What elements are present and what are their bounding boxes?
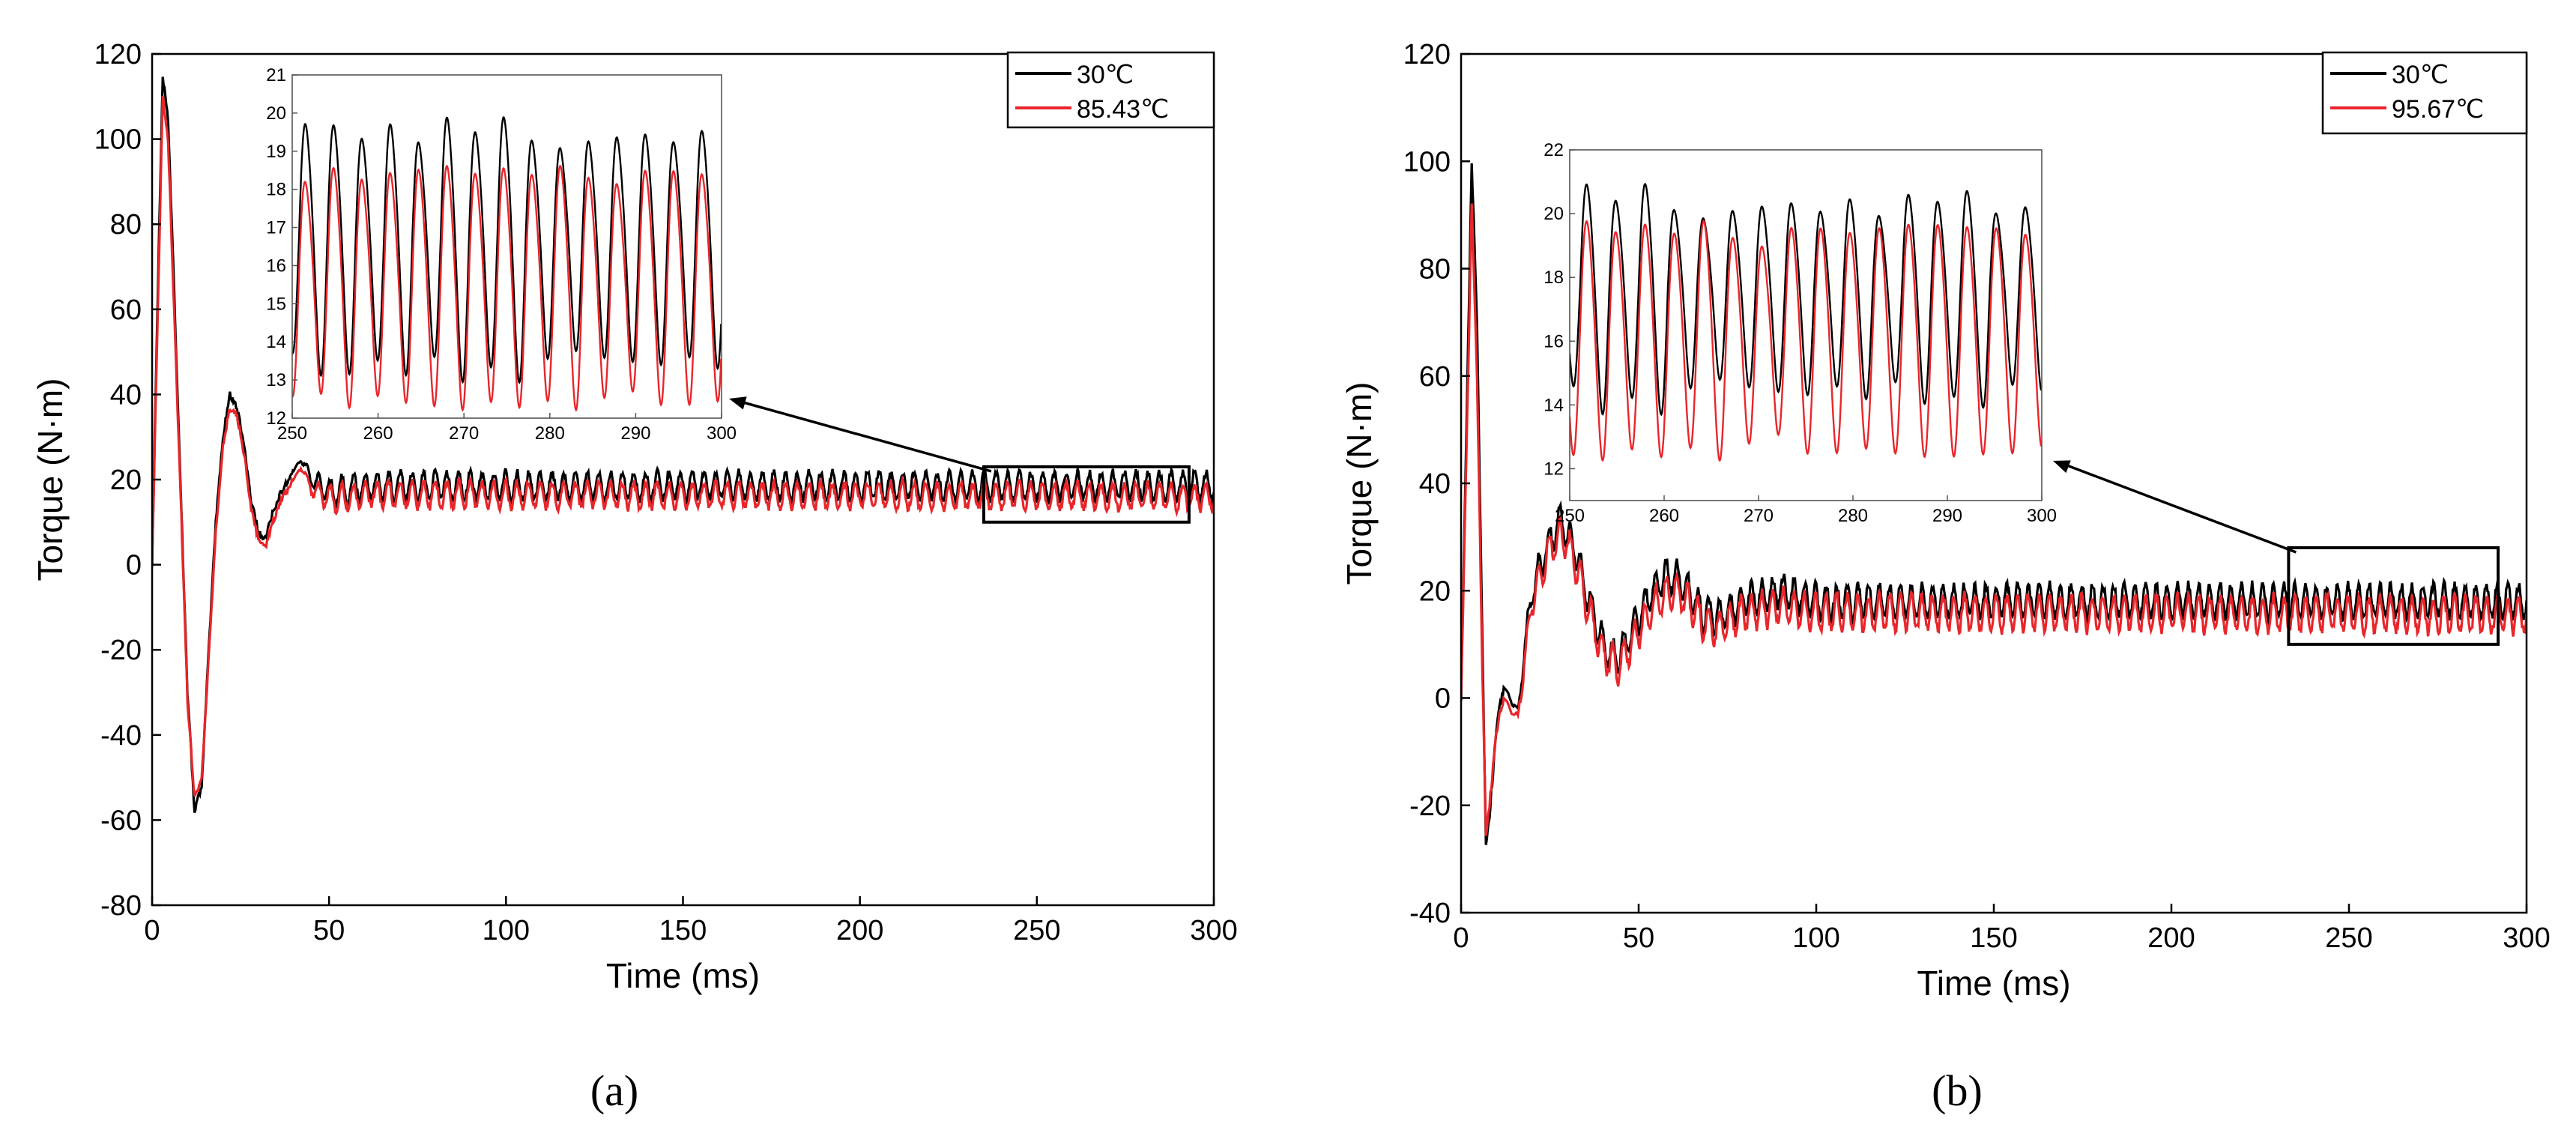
zoom-region-box xyxy=(982,465,1191,524)
legend-box xyxy=(2321,51,2528,135)
zoom-region-box xyxy=(2287,546,2500,646)
x-tick-label: 0 xyxy=(1453,922,1469,954)
legend-label: 30℃ xyxy=(2392,61,2449,89)
inset-y-tick-label: 13 xyxy=(266,370,286,390)
x-tick-label: 200 xyxy=(836,915,883,946)
chart-panel-a: 0 50 100 150 200 250 300 -80 -60 -40 -20 0 20 40 60 80 1… xyxy=(31,39,1238,1115)
chart-panel-b: 0 50 100 150 200 250 300 -40 -20 0 20 40 60 80 100 120 T… xyxy=(1340,39,2551,1115)
y-tick-label: 80 xyxy=(1419,254,1451,285)
legend-label: 85.43℃ xyxy=(1077,95,1169,124)
inset-y-tick-label: 15 xyxy=(266,294,286,314)
inset-x-tick-label: 260 xyxy=(1649,506,1679,526)
y-tick-label: 60 xyxy=(110,294,142,326)
y-tick-label: -20 xyxy=(1409,791,1451,822)
zoom-arrow-head xyxy=(2053,460,2071,474)
x-tick-label: 250 xyxy=(2325,922,2372,954)
inset-x-tick-label: 270 xyxy=(1744,506,1774,526)
series-line-red xyxy=(1461,203,2527,836)
inset-x-tick-label: 300 xyxy=(707,423,737,444)
y-tick-label: 20 xyxy=(110,465,142,496)
y-axis-label: Torque (N·m) xyxy=(1340,382,1379,585)
y-tick-label: 100 xyxy=(1403,146,1451,178)
y-tick-label: -40 xyxy=(1409,898,1451,929)
inset-x-tick-label: 250 xyxy=(277,423,307,444)
inset-y-tick-label: 22 xyxy=(1544,140,1564,160)
y-tick-label: 40 xyxy=(1419,468,1451,500)
inset-y-tick-label: 20 xyxy=(1544,204,1564,224)
inset-series-line-black xyxy=(292,116,722,384)
y-tick-label: 120 xyxy=(1403,39,1451,70)
inset-y-tick-label: 12 xyxy=(1544,459,1564,479)
x-axis-label: Time (ms) xyxy=(606,956,760,995)
zoom-arrow-head xyxy=(729,396,747,410)
y-tick-label: 100 xyxy=(94,124,142,156)
inset-y-tick-label: 20 xyxy=(266,103,286,124)
legend-label: 95.67℃ xyxy=(2392,95,2484,124)
inset-y-tick-label: 18 xyxy=(1544,268,1564,288)
inset-x-tick-label: 250 xyxy=(1555,506,1585,526)
inset-x-tick-label: 290 xyxy=(620,423,650,444)
inset-y-tick-label: 19 xyxy=(266,142,286,162)
inset-y-tick-label: 16 xyxy=(266,256,286,276)
inset-frame xyxy=(291,74,722,419)
inset-y-tick-label: 14 xyxy=(1544,395,1564,415)
x-tick-label: 250 xyxy=(1013,915,1060,946)
inset-x-tick-label: 270 xyxy=(449,423,479,444)
panel-label: (a) xyxy=(590,1066,638,1115)
x-tick-label: 200 xyxy=(2147,922,2195,954)
inset-series-line-red xyxy=(1570,220,2042,462)
y-tick-label: -20 xyxy=(100,635,142,666)
inset-x-tick-label: 290 xyxy=(1932,506,1962,526)
y-tick-label: -80 xyxy=(100,890,142,922)
inset-frame xyxy=(1569,149,2043,501)
x-tick-label: 300 xyxy=(1190,915,1237,946)
y-tick-label: 120 xyxy=(94,39,142,70)
inset-y-tick-label: 12 xyxy=(266,408,286,429)
zoom-arrow-line xyxy=(2058,461,2297,554)
y-tick-label: -40 xyxy=(100,720,142,752)
y-tick-label: 60 xyxy=(1419,361,1451,393)
y-tick-label: 40 xyxy=(110,379,142,411)
x-tick-label: 0 xyxy=(144,915,160,946)
inset-x-tick-label: 260 xyxy=(363,423,393,444)
y-tick-label: -60 xyxy=(100,805,142,836)
y-axis-label: Torque (N·m) xyxy=(31,378,70,581)
inset-y-tick-label: 17 xyxy=(266,218,286,238)
y-tick-label: 80 xyxy=(110,209,142,241)
y-tick-label: 0 xyxy=(1435,683,1451,715)
x-axis-label: Time (ms) xyxy=(1917,964,2070,1003)
inset-x-tick-label: 280 xyxy=(1838,506,1868,526)
zoom-arrow-line xyxy=(734,399,992,473)
inset-series-line-red xyxy=(292,164,722,412)
y-tick-label: 0 xyxy=(126,550,142,581)
x-tick-label: 100 xyxy=(1792,922,1839,954)
series-line-black xyxy=(152,76,1214,813)
legend-box xyxy=(1006,51,1215,129)
inset-y-tick-label: 18 xyxy=(266,180,286,200)
x-tick-label: 100 xyxy=(483,915,530,946)
panel-label: (b) xyxy=(1932,1066,1983,1115)
x-tick-label: 50 xyxy=(1623,922,1654,954)
inset-y-tick-label: 21 xyxy=(266,65,286,85)
inset-x-tick-label: 280 xyxy=(535,423,565,444)
x-tick-label: 150 xyxy=(1970,922,2017,954)
inset-x-tick-label: 300 xyxy=(2027,506,2057,526)
series-line-red xyxy=(152,95,1214,797)
x-tick-label: 300 xyxy=(2503,922,2550,954)
inset-chart: 250 260 270 280 290 300 12 14 16 18 20 22 xyxy=(1544,140,2057,526)
inset-series-line-black xyxy=(1570,183,2042,417)
y-tick-label: 20 xyxy=(1419,575,1451,607)
inset-y-tick-label: 14 xyxy=(266,332,286,352)
legend-label: 30℃ xyxy=(1077,61,1134,89)
x-tick-label: 50 xyxy=(313,915,345,946)
inset-y-tick-label: 16 xyxy=(1544,331,1564,351)
x-tick-label: 150 xyxy=(659,915,707,946)
inset-chart: 250 260 270 280 290 300 12 13 14 15 16 17 18 19 20 21 xyxy=(266,65,737,444)
